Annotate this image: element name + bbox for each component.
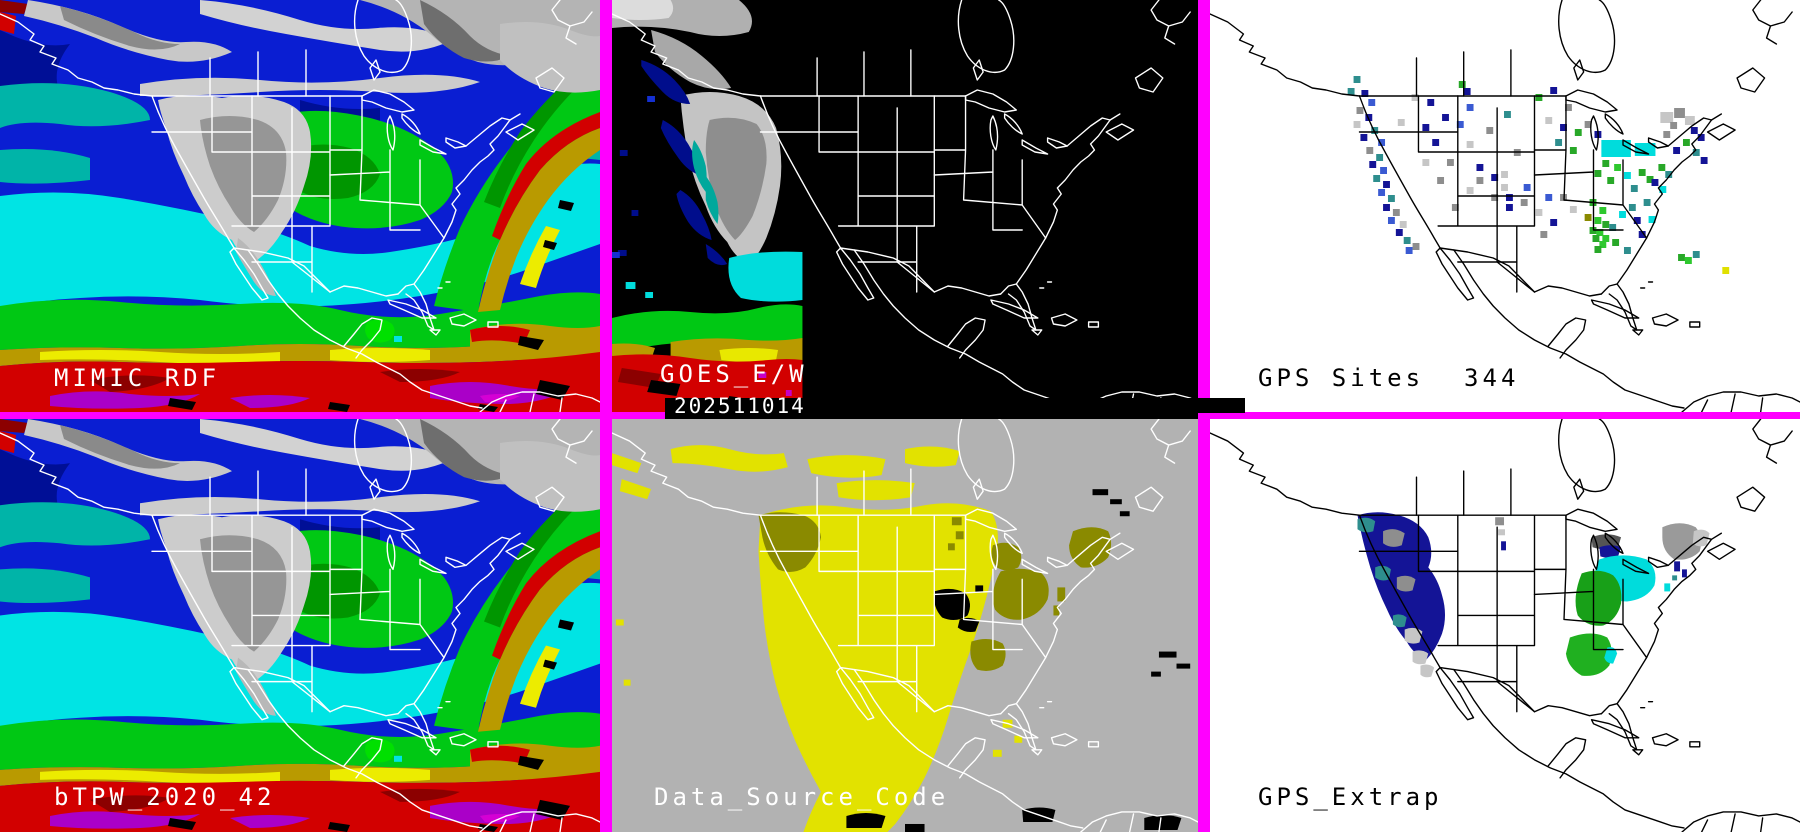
mimic-rdf-map-image: [0, 0, 600, 412]
btpw-label: bTPW_2020_42: [54, 783, 276, 811]
panel-goes-ew: GOES_E/W 202511014: [612, 0, 1198, 417]
data-source-code-label: Data_Source_Code: [654, 783, 950, 811]
gps-extrap-map-image: [1210, 419, 1800, 832]
panel-mimic-rdf: MIMIC RDF: [0, 0, 600, 412]
panel-btpw: bTPW_2020_42: [0, 419, 600, 832]
gps-sites-count: 344: [1464, 364, 1520, 392]
gps-sites-map-image: [1210, 0, 1800, 412]
mimic-rdf-label: MIMIC RDF: [54, 364, 221, 392]
panel-gps-sites: GPS Sites 344: [1210, 0, 1800, 412]
gps-sites-label-text: GPS Sites: [1258, 364, 1425, 392]
gps-extrap-label: GPS_Extrap: [1258, 783, 1443, 811]
goes-ew-map-image: [612, 0, 1198, 412]
btpw-map-image: [0, 419, 600, 832]
panel-gps-extrap: GPS_Extrap: [1210, 419, 1800, 832]
panel-data-source-code: Data_Source_Code: [612, 419, 1198, 832]
goes-ew-label: GOES_E/W: [660, 360, 808, 388]
gps-sites-label: GPS Sites 344: [1258, 366, 1519, 390]
goes-timestamp-bar-overhang: [1198, 398, 1245, 413]
goes-ew-timestamp: 202511014: [674, 394, 806, 418]
goes-timestamp-bar: [665, 398, 1198, 419]
data-source-code-map-image: [612, 419, 1198, 832]
